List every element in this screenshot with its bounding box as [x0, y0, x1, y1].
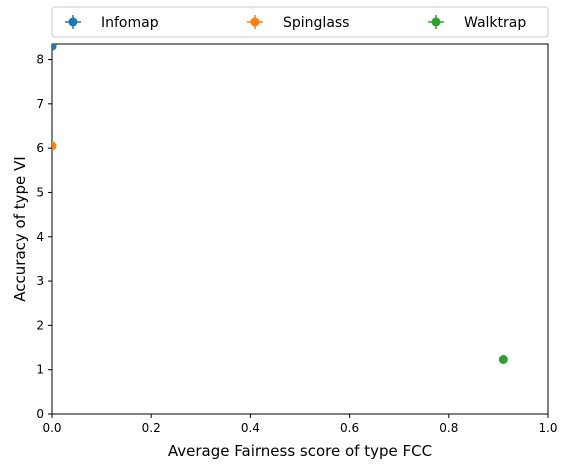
- legend-label: Infomap: [101, 15, 159, 31]
- x-axis: 0.0 0.2 0.4 0.6 0.8 1.0: [42, 414, 558, 435]
- y-tick-label: 4: [36, 230, 44, 244]
- legend: Infomap Spinglass Walktrap: [51, 6, 549, 38]
- y-axis-label: Accuracy of type VI: [11, 156, 29, 301]
- y-tick-label: 0: [36, 407, 44, 421]
- legend-label: Walktrap: [464, 15, 526, 31]
- y-tick-label: 2: [36, 318, 44, 332]
- y-tick-label: 7: [36, 97, 44, 111]
- legend-item-infomap: Infomap: [65, 15, 159, 31]
- x-axis-label: Average Fairness score of type FCC: [168, 442, 432, 460]
- legend-item-walktrap: Walktrap: [428, 15, 526, 31]
- plot-frame: [51, 43, 549, 415]
- y-tick-label: 5: [36, 185, 44, 199]
- y-axis: 0 1 2 3 4 5 6 7 8: [36, 53, 52, 421]
- legend-marker: [250, 17, 260, 27]
- legend-marker: [431, 17, 441, 27]
- point-spinglass: [52, 141, 57, 151]
- legend-box: [51, 6, 549, 38]
- legend-item-spinglass: Spinglass: [247, 15, 349, 31]
- y-tick-label: 3: [36, 274, 44, 288]
- point-walktrap: [498, 354, 508, 364]
- legend-label: Spinglass: [283, 15, 349, 31]
- x-tick-label: 1.0: [538, 421, 557, 435]
- point-infomap: [52, 44, 57, 51]
- x-tick-label: 0.6: [340, 421, 359, 435]
- y-tick-label: 1: [36, 363, 44, 377]
- x-tick-label: 0.8: [439, 421, 458, 435]
- y-tick-label: 8: [36, 53, 44, 67]
- data-points: [52, 44, 508, 364]
- x-tick-label: 0.4: [241, 421, 260, 435]
- y-tick-label: 6: [36, 141, 44, 155]
- x-tick-label: 0.2: [142, 421, 161, 435]
- plot-area: 0.0 0.2 0.4 0.6 0.8 1.0 0 1 2 3 4 5 6 7 8: [36, 43, 558, 435]
- x-tick-label: 0.0: [42, 421, 61, 435]
- legend-marker: [68, 17, 78, 27]
